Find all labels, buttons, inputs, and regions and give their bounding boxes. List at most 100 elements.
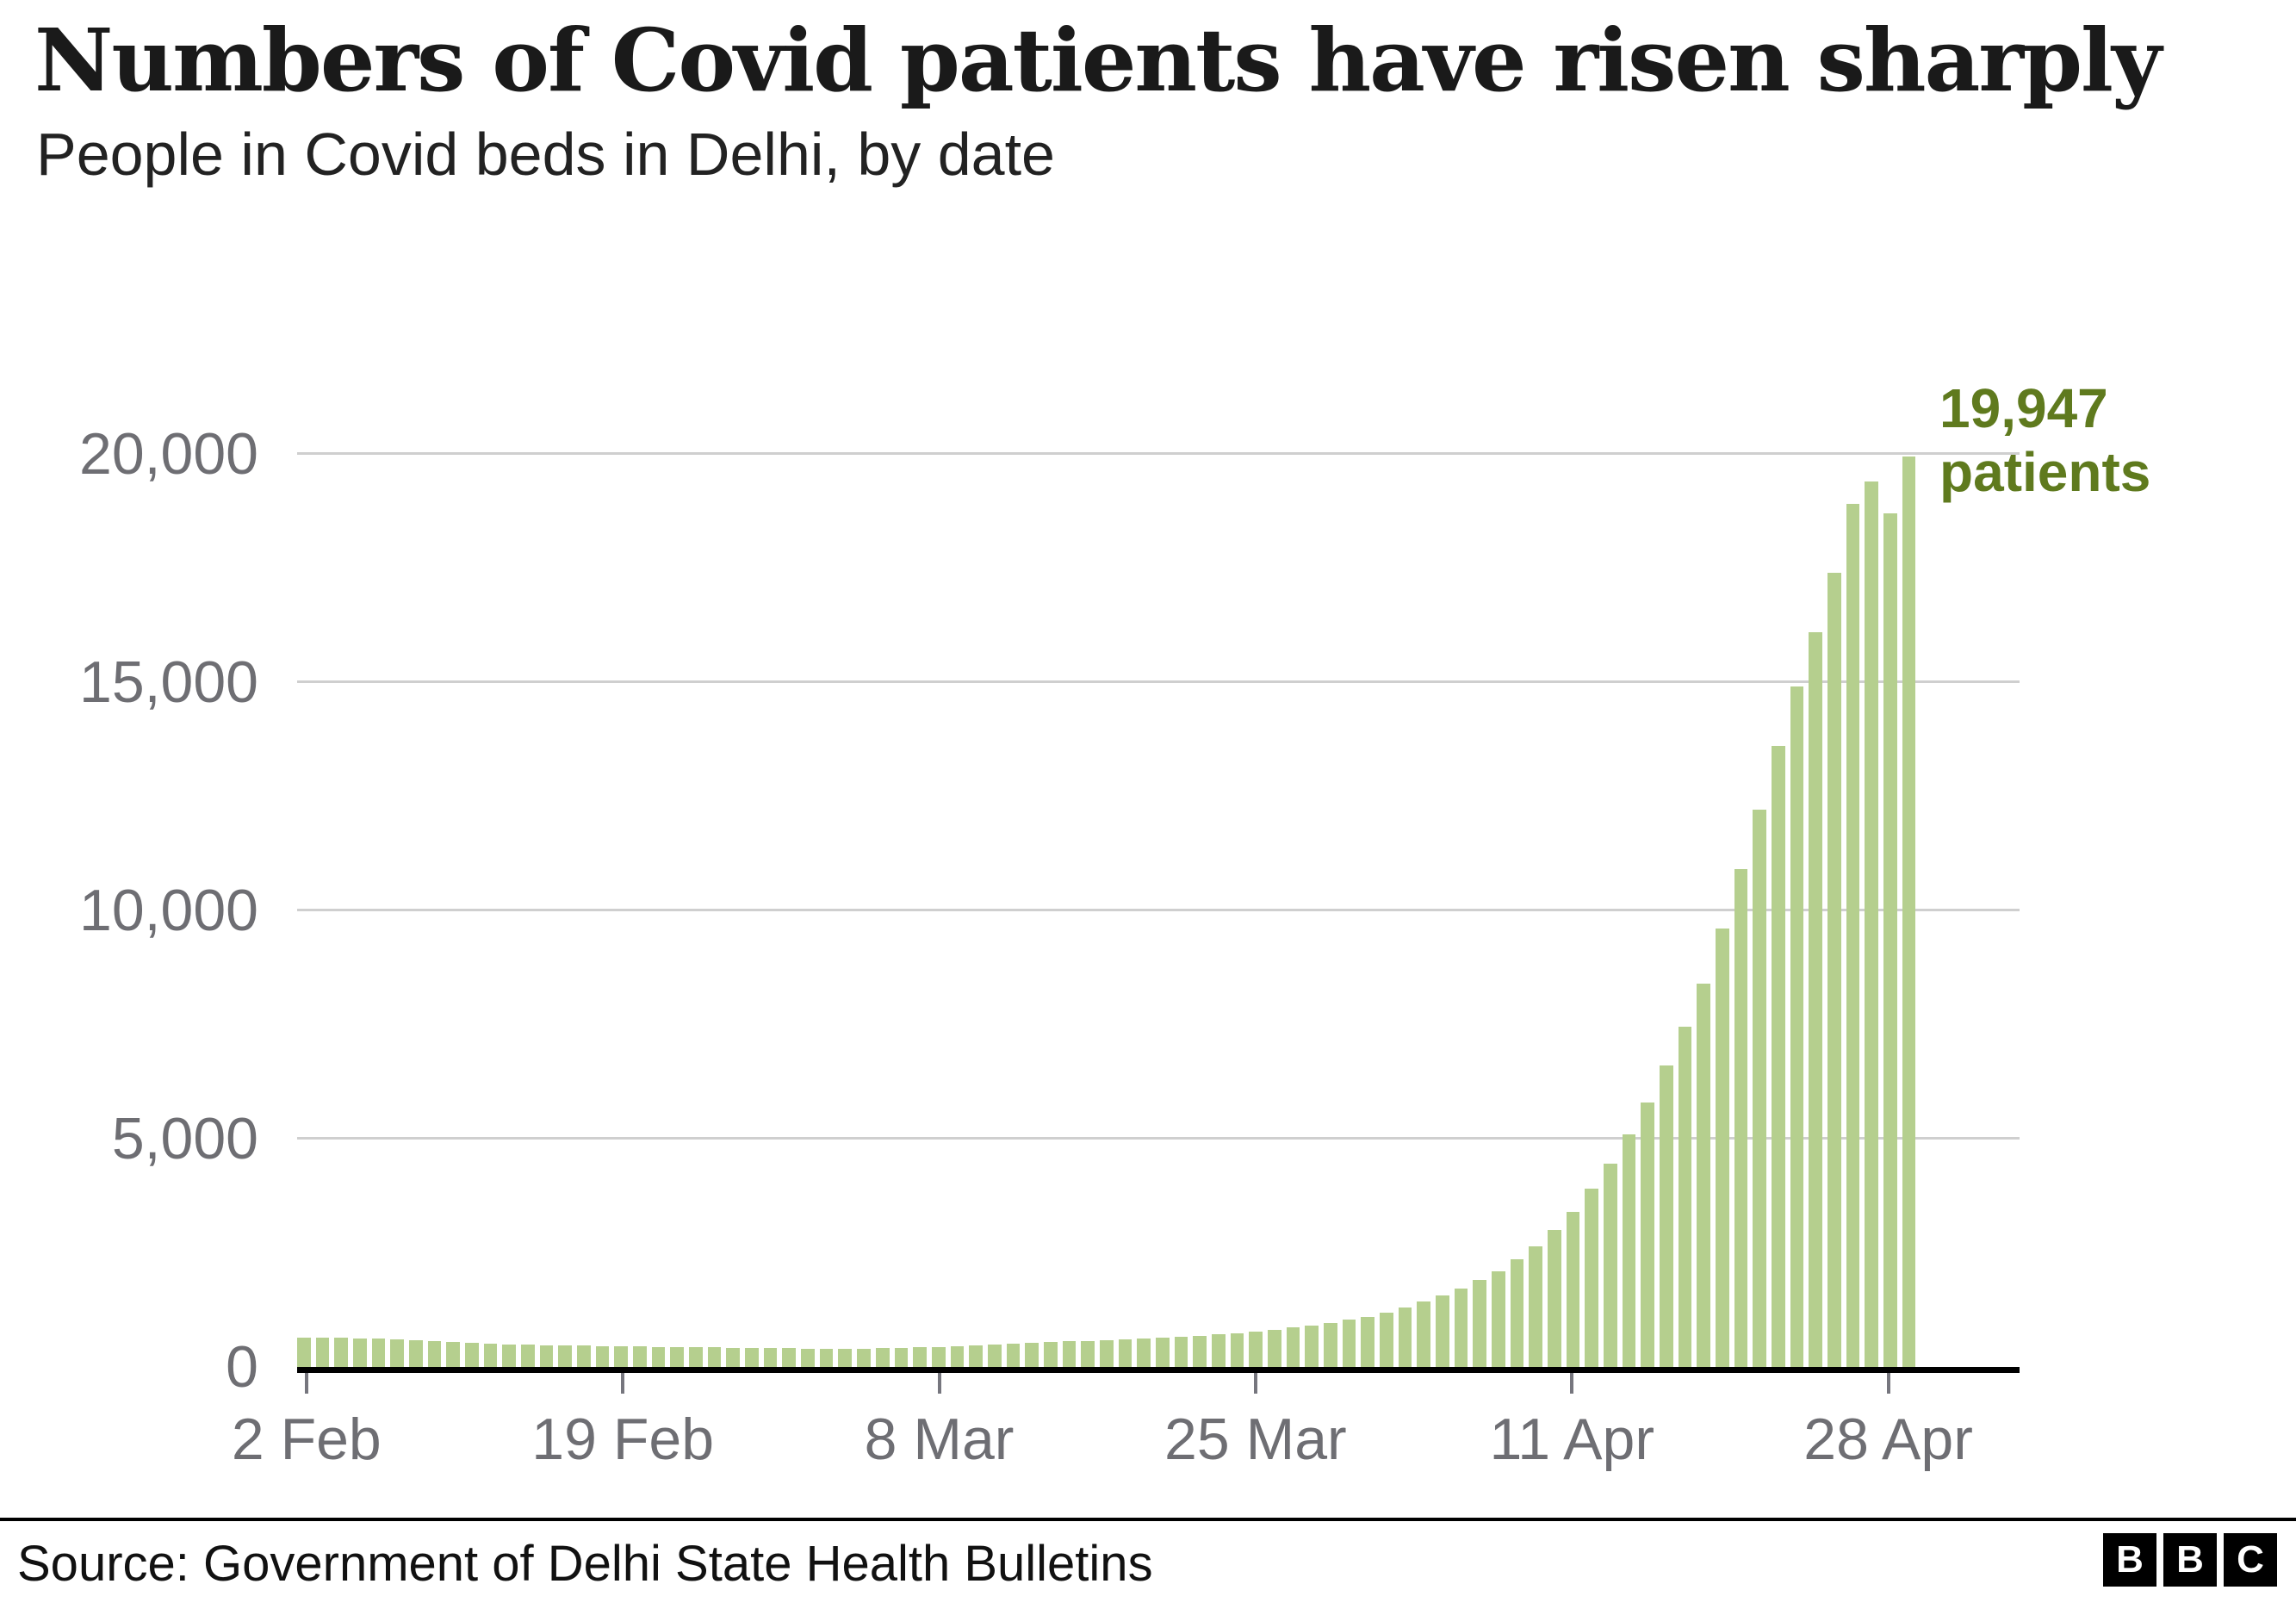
bar: [521, 1345, 535, 1367]
bar: [763, 1348, 778, 1367]
x-tick-mark: [1886, 1373, 1890, 1394]
bar: [353, 1338, 367, 1367]
bar: [838, 1348, 853, 1367]
y-tick-label: 20,000: [79, 421, 258, 487]
x-tick-label: 2 Feb: [231, 1407, 382, 1472]
x-tick-label: 8 Mar: [864, 1407, 1015, 1472]
x-tick-label: 19 Feb: [531, 1407, 715, 1472]
bar: [1529, 1245, 1543, 1367]
x-tick-mark: [1570, 1373, 1574, 1394]
chart-header: Numbers of Covid patients have risen sha…: [34, 16, 2279, 188]
gridline: [297, 452, 2020, 455]
bar: [1510, 1259, 1524, 1367]
bar: [1361, 1316, 1374, 1367]
bar: [1641, 1102, 1655, 1367]
bar: [1025, 1342, 1039, 1367]
bar: [1772, 746, 1785, 1367]
bar: [558, 1345, 573, 1367]
bar: [577, 1345, 591, 1367]
bar: [950, 1345, 965, 1367]
bar: [1697, 983, 1711, 1367]
bar: [689, 1347, 703, 1367]
bar: [502, 1344, 517, 1367]
bar: [1622, 1134, 1636, 1367]
bar: [297, 1338, 311, 1367]
bar: [707, 1347, 722, 1367]
bar: [782, 1348, 797, 1367]
bar: [1230, 1332, 1244, 1367]
bar: [987, 1345, 1002, 1367]
plot-area: [297, 452, 2020, 1373]
bar: [913, 1347, 927, 1367]
bar-series: [297, 454, 1916, 1367]
bar: [1118, 1339, 1132, 1367]
bar: [614, 1346, 629, 1367]
bar: [1155, 1338, 1170, 1367]
bar: [1062, 1341, 1077, 1367]
bar: [1492, 1270, 1505, 1367]
bar: [875, 1348, 890, 1367]
bar: [427, 1341, 442, 1367]
bbc-logo-letter: B: [2163, 1533, 2217, 1587]
bar: [1211, 1334, 1226, 1367]
bbc-logo-letter: C: [2224, 1533, 2277, 1587]
bar: [1902, 456, 1916, 1367]
bar: [446, 1342, 461, 1367]
bar: [1379, 1312, 1393, 1367]
bar: [465, 1342, 479, 1367]
bar: [1865, 481, 1879, 1367]
bar: [539, 1345, 554, 1367]
bar: [894, 1347, 909, 1367]
bar: [670, 1346, 685, 1367]
x-tick-label: 25 Mar: [1164, 1407, 1347, 1472]
bar: [1174, 1337, 1188, 1367]
bar: [409, 1340, 423, 1367]
bar: [1043, 1342, 1058, 1367]
bar: [819, 1348, 834, 1367]
y-tick-label: 10,000: [79, 878, 258, 943]
gridline: [297, 1137, 2020, 1140]
bar: [1099, 1340, 1114, 1367]
bar: [1435, 1295, 1449, 1367]
bar: [1548, 1230, 1561, 1367]
bar: [969, 1345, 983, 1367]
bar: [1734, 869, 1748, 1367]
x-tick-mark: [937, 1373, 941, 1394]
bar: [1286, 1327, 1300, 1367]
bar: [1716, 929, 1729, 1367]
bar: [1323, 1322, 1337, 1367]
gridline: [297, 680, 2020, 683]
bar: [390, 1339, 405, 1367]
bar: [633, 1346, 647, 1367]
bar: [1473, 1280, 1486, 1367]
bar: [1604, 1164, 1617, 1367]
peak-annotation: 19,947 patients: [1939, 377, 2150, 504]
bar: [595, 1345, 610, 1367]
bar: [651, 1346, 666, 1367]
bbc-logo-letter: B: [2103, 1533, 2156, 1587]
x-tick-mark: [304, 1373, 308, 1394]
bar: [1081, 1340, 1095, 1367]
bar: [931, 1346, 946, 1367]
bar: [1585, 1189, 1599, 1367]
x-tick-label: 28 Apr: [1803, 1407, 1973, 1472]
y-axis-labels: 0 5,000 10,000 15,000 20,000: [0, 421, 258, 1400]
bar: [315, 1337, 330, 1367]
bar: [1398, 1308, 1412, 1367]
bar: [1846, 504, 1860, 1367]
chart-title: Numbers of Covid patients have risen sha…: [34, 9, 2162, 111]
y-tick-label: 0: [226, 1334, 258, 1400]
bar: [1678, 1027, 1692, 1367]
bar: [1883, 512, 1897, 1367]
bar: [1417, 1301, 1430, 1367]
footer-divider: [0, 1518, 2296, 1521]
annotation-value: 19,947: [1939, 377, 2108, 439]
chart-subtitle: People in Covid beds in Delhi, by date: [36, 121, 1055, 188]
x-axis: 2 Feb 19 Feb 8 Mar 25 Mar 11 Apr 28 Apr: [232, 1373, 1973, 1476]
bar: [1342, 1320, 1356, 1367]
bar: [1827, 572, 1841, 1367]
x-tick-mark: [621, 1373, 625, 1394]
bar: [1249, 1331, 1263, 1367]
bar: [1454, 1288, 1468, 1367]
bar: [1267, 1329, 1281, 1367]
